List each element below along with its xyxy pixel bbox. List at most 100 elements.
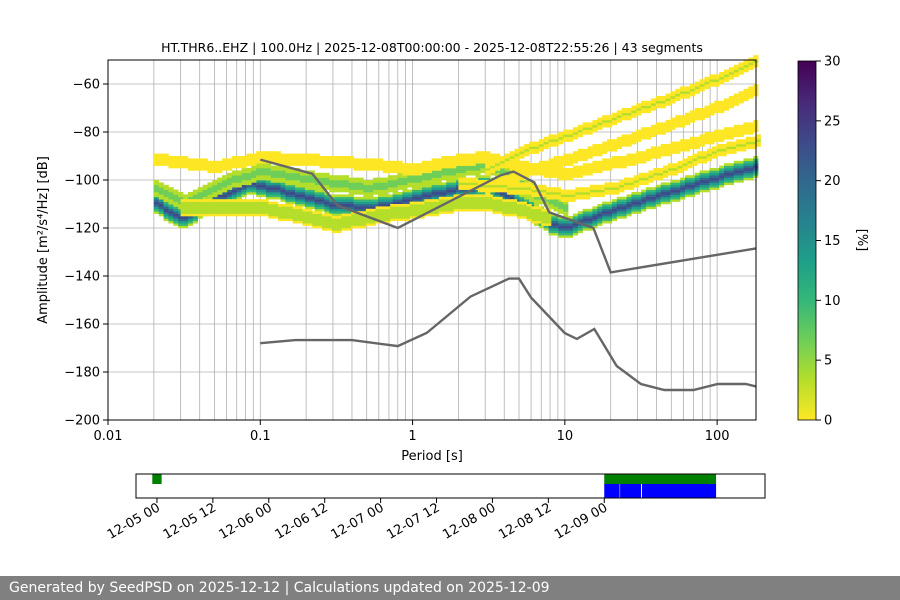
heatmap-cell <box>743 60 749 63</box>
heatmap-cell <box>392 168 398 171</box>
heatmap-cell <box>621 213 627 217</box>
heatmap-cell <box>577 230 583 234</box>
heatmap-cell <box>346 218 352 222</box>
heatmap-cell <box>278 216 284 219</box>
heatmap-cell <box>499 175 506 178</box>
heatmap-cell <box>414 208 420 212</box>
heatmap-cell <box>692 158 698 162</box>
heatmap-cell <box>236 189 242 193</box>
heatmap-cell <box>231 187 237 190</box>
heatmap-cell <box>421 189 428 193</box>
heatmap-cell <box>158 211 164 214</box>
heatmap-cell <box>624 180 630 183</box>
heatmap-cell <box>675 144 681 147</box>
heatmap-cell <box>424 206 430 210</box>
heatmap-cell <box>624 187 630 190</box>
heatmap-cell <box>482 204 488 207</box>
heatmap-cell <box>334 177 340 181</box>
heatmap-cell <box>531 208 537 212</box>
heatmap-cell <box>597 218 603 222</box>
heatmap-cell <box>694 141 700 145</box>
heatmap-cell <box>290 158 296 162</box>
heatmap-cell <box>470 192 476 195</box>
heatmap-cell <box>460 168 467 171</box>
heatmap-cell <box>572 216 579 219</box>
heatmap-cell <box>358 187 364 190</box>
heatmap-cell <box>314 206 320 210</box>
heatmap-cell <box>631 112 637 116</box>
heatmap-cell <box>485 158 491 162</box>
heatmap-cell <box>453 194 459 198</box>
heatmap-cell <box>709 79 715 82</box>
heatmap-cell <box>300 196 306 200</box>
heatmap-cell <box>363 163 369 166</box>
heatmap-cell <box>558 201 564 205</box>
heatmap-cell <box>504 196 510 200</box>
heatmap-cell <box>582 127 588 130</box>
heatmap-cell <box>611 163 618 166</box>
heatmap-cell <box>319 192 325 195</box>
heatmap-cell <box>546 218 552 222</box>
heatmap-cell <box>543 160 549 164</box>
heatmap-cell <box>251 160 257 164</box>
heatmap-cell <box>448 196 454 200</box>
heatmap-cell <box>636 134 642 138</box>
heatmap-cell <box>490 192 496 195</box>
heatmap-cell <box>582 165 588 169</box>
heatmap-cell <box>689 93 696 97</box>
heatmap-cell <box>265 180 272 183</box>
heatmap-cell <box>326 218 333 222</box>
heatmap-cell <box>704 141 710 145</box>
heatmap-cell <box>214 204 220 207</box>
heatmap-cell <box>650 156 657 159</box>
heatmap-cell <box>409 204 415 207</box>
x-tick-label: 0.01 <box>94 429 123 444</box>
heatmap-cell <box>624 182 630 186</box>
heatmap-cell <box>689 139 696 142</box>
heatmap-cell <box>507 189 513 193</box>
heatmap-cell <box>733 180 739 183</box>
heatmap-cell <box>553 144 559 147</box>
heatmap-cell <box>611 117 618 121</box>
heatmap-cell <box>704 170 710 174</box>
heatmap-cell <box>275 175 281 178</box>
heatmap-cell <box>723 100 730 104</box>
heatmap-cell <box>187 163 194 166</box>
heatmap-cell <box>385 213 391 217</box>
heatmap-cell <box>728 177 735 181</box>
heatmap-cell <box>641 153 647 157</box>
heatmap-cell <box>173 156 179 159</box>
heatmap-cell <box>609 192 615 195</box>
heatmap-cell <box>460 160 467 164</box>
heatmap-cell <box>219 199 225 202</box>
heatmap-cell <box>582 218 588 222</box>
heatmap-cell <box>290 187 296 190</box>
heatmap-cell <box>353 196 359 200</box>
heatmap-cell <box>577 213 583 217</box>
heatmap-cell <box>519 151 525 154</box>
heatmap-cell <box>412 168 418 171</box>
heatmap-cell <box>475 158 481 162</box>
heatmap-cell <box>482 194 488 198</box>
heatmap-cell <box>748 62 754 66</box>
heatmap-cell <box>531 189 537 193</box>
heatmap-cell <box>738 134 744 138</box>
heatmap-cell <box>536 213 542 217</box>
heatmap-cell <box>699 110 705 114</box>
heatmap-cell <box>597 127 603 130</box>
heatmap-cell <box>363 199 369 202</box>
heatmap-cell <box>655 151 661 154</box>
heatmap-cell <box>655 96 661 99</box>
heatmap-cell <box>646 153 652 157</box>
heatmap-cell <box>253 211 259 214</box>
heatmap-cell <box>275 151 281 154</box>
heatmap-cell <box>399 206 406 210</box>
heatmap-cell <box>546 216 552 219</box>
heatmap-cell <box>533 151 540 154</box>
heatmap-cell <box>368 182 374 186</box>
heatmap-cell <box>263 213 269 217</box>
heatmap-cell <box>412 184 418 188</box>
heatmap-cell <box>443 211 449 214</box>
heatmap-cell <box>663 165 669 169</box>
heatmap-cell <box>684 139 691 142</box>
